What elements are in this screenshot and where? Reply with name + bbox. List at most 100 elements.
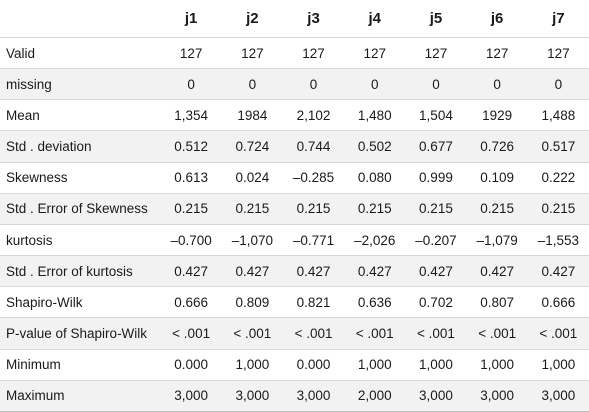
table-cell: 0.821 [282, 286, 345, 319]
table-cell: 0.024 [221, 162, 283, 194]
table-cell: 3,000 [282, 380, 345, 412]
table-cell: –1,070 [221, 224, 283, 257]
row-label: Valid [0, 37, 161, 70]
table-cell: 0.215 [405, 193, 467, 225]
table-body: Valid 127 127 127 127 127 127 127 missing 0 0 0 0 0 0 0… [0, 37, 589, 412]
column-header-j1: j1 [160, 0, 222, 38]
table-cell: 127 [344, 37, 406, 70]
column-header-j5: j5 [405, 0, 467, 38]
table-cell: 1,000 [527, 349, 589, 381]
table-cell: 0.666 [160, 286, 222, 319]
table-row: Std . Error of kurtosis 0.427 0.427 0.427 0.… [0, 255, 589, 288]
table-cell: 0.809 [221, 286, 283, 319]
table-cell: 127 [160, 37, 222, 70]
table-cell: < .001 [221, 317, 283, 350]
table-cell: –0.771 [282, 224, 345, 257]
table-cell: 0.427 [527, 255, 589, 288]
table-cell: < .001 [466, 317, 528, 350]
table-row: Minimum 0.000 1,000 0.000 1,000 1,000 1,000 1,0… [0, 349, 589, 381]
table-cell: 0.517 [527, 130, 589, 163]
table-cell: 0.744 [282, 130, 345, 163]
column-header-j6: j6 [466, 0, 528, 38]
table-cell: 0.666 [527, 286, 589, 319]
table-cell: 0.636 [344, 286, 406, 319]
column-header-j2: j2 [221, 0, 283, 38]
table-cell: 3,000 [221, 380, 283, 412]
row-label: Mean [0, 99, 161, 132]
table-cell: < .001 [282, 317, 345, 350]
table-cell: –1,553 [527, 224, 589, 257]
table-cell: 0.000 [160, 349, 222, 381]
row-label: kurtosis [0, 224, 161, 257]
table-row: Valid 127 127 127 127 127 127 127 [0, 37, 589, 70]
row-label: Std . Error of kurtosis [0, 255, 161, 288]
table-row: missing 0 0 0 0 0 0 0 [0, 68, 589, 101]
table-cell: 0.613 [160, 162, 222, 194]
table-cell: 0 [344, 68, 406, 101]
table-cell: –0.285 [282, 162, 345, 194]
table-cell: < .001 [527, 317, 589, 350]
table-cell: 0.427 [344, 255, 406, 288]
table-cell: 1929 [466, 99, 528, 132]
row-label: Minimum [0, 349, 161, 381]
row-label: Maximum [0, 380, 161, 412]
table-cell: 1,480 [344, 99, 406, 132]
table-cell: 0.502 [344, 130, 406, 163]
table-cell: 0.427 [466, 255, 528, 288]
table-row: Skewness 0.613 0.024 –0.285 0.080 0.999 0.109 0… [0, 162, 589, 194]
table-cell: 0 [282, 68, 345, 101]
table-cell: 0.215 [466, 193, 528, 225]
table-cell: –0.207 [405, 224, 467, 257]
table-row: P-value of Shapiro-Wilk < .001 < .001 < .00… [0, 317, 589, 350]
table-row: Shapiro-Wilk 0.666 0.809 0.821 0.636 0.702 0.8… [0, 286, 589, 319]
table-cell: 0.724 [221, 130, 283, 163]
table-cell: 0 [160, 68, 222, 101]
table-cell: 0 [221, 68, 283, 101]
table-cell: 1,504 [405, 99, 467, 132]
table-cell: 0.807 [466, 286, 528, 319]
table-cell: –1,079 [466, 224, 528, 257]
table-cell: 0.427 [405, 255, 467, 288]
table-cell: 3,000 [405, 380, 467, 412]
column-header-corner [0, 0, 161, 38]
table-cell: 127 [221, 37, 283, 70]
table-cell: 0.215 [527, 193, 589, 225]
table-cell: 0.702 [405, 286, 467, 319]
table-cell: < .001 [344, 317, 406, 350]
table-cell: 1,000 [344, 349, 406, 381]
table-cell: 0.427 [160, 255, 222, 288]
table-cell: 127 [405, 37, 467, 70]
table-cell: 0.215 [344, 193, 406, 225]
table-cell: 0.677 [405, 130, 467, 163]
table-row: Mean 1,354 1984 2,102 1,480 1,504 1929 1,488 [0, 99, 589, 132]
table-cell: 1,000 [466, 349, 528, 381]
row-label: Std . deviation [0, 130, 161, 163]
table-cell: 0.215 [160, 193, 222, 225]
table-cell: 127 [282, 37, 345, 70]
table-cell: 0.080 [344, 162, 406, 194]
table-cell: 1,354 [160, 99, 222, 132]
table-cell: 2,000 [344, 380, 406, 412]
table-cell: –2,026 [344, 224, 406, 257]
table-cell: 0 [405, 68, 467, 101]
row-label: Std . Error of Skewness [0, 193, 161, 225]
table-cell: 0.215 [221, 193, 283, 225]
table-cell: 3,000 [160, 380, 222, 412]
table-cell: 3,000 [527, 380, 589, 412]
column-header-j4: j4 [344, 0, 406, 38]
column-header-j3: j3 [282, 0, 345, 38]
table-row: Std . deviation 0.512 0.724 0.744 0.502 0.677… [0, 130, 589, 163]
table-cell: 0.427 [221, 255, 283, 288]
table-cell: 0.215 [282, 193, 345, 225]
table-cell: 0.000 [282, 349, 345, 381]
table-cell: 127 [527, 37, 589, 70]
table-cell: 1984 [221, 99, 283, 132]
table-cell: 0.999 [405, 162, 467, 194]
row-label: missing [0, 68, 161, 101]
table-cell: 0.726 [466, 130, 528, 163]
table-cell: –0.700 [160, 224, 222, 257]
header-row: j1 j2 j3 j4 j5 j6 j7 [0, 0, 589, 38]
table-cell: 0.109 [466, 162, 528, 194]
table-cell: 1,000 [405, 349, 467, 381]
